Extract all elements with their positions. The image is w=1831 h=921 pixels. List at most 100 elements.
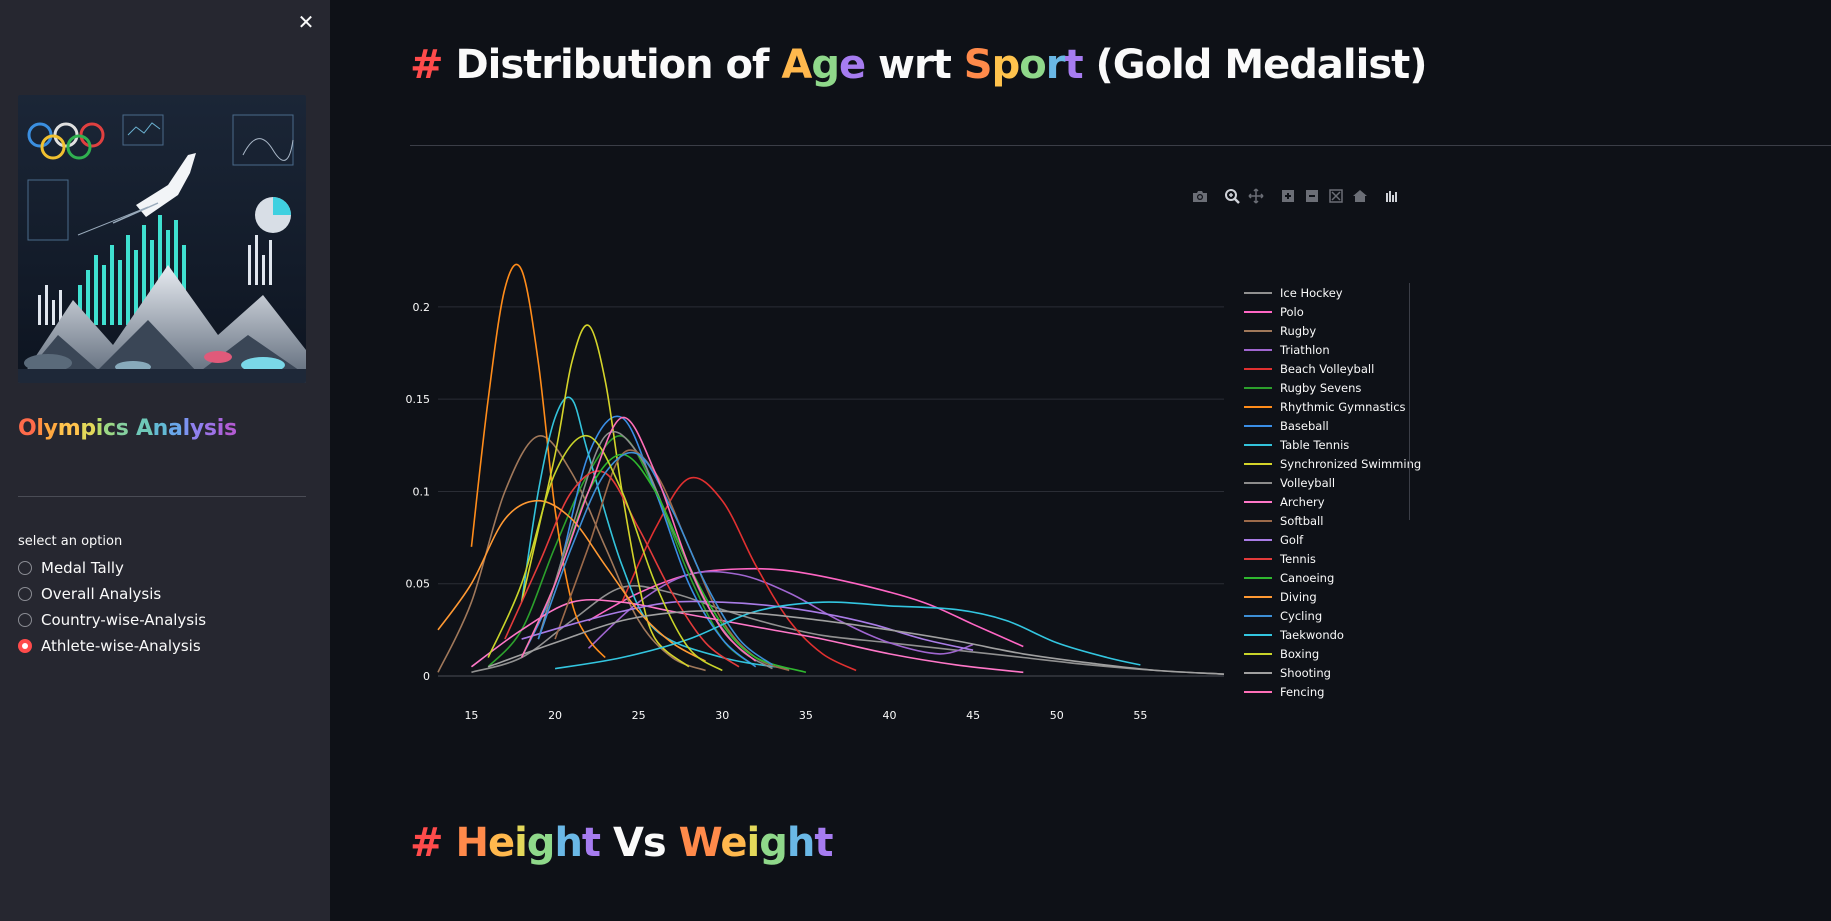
series-line-beach-volleyball[interactable] [621, 476, 857, 672]
legend-item[interactable]: Tennis [1244, 549, 1316, 568]
legend-swatch [1244, 481, 1272, 484]
sidebar-title-part: s [223, 416, 237, 441]
radio-button[interactable] [18, 613, 32, 627]
legend-item[interactable]: Volleyball [1244, 473, 1335, 492]
close-sidebar-icon[interactable]: ✕ [297, 10, 315, 34]
legend-item[interactable]: Fencing [1244, 682, 1324, 701]
x-tick-label: 40 [883, 709, 897, 722]
legend-item[interactable]: Canoeing [1244, 568, 1334, 587]
series-line-triathlon[interactable] [587, 570, 974, 655]
series-line-softball[interactable] [554, 449, 790, 672]
legend-swatch [1244, 424, 1272, 427]
legend-item[interactable]: Triathlon [1244, 340, 1330, 359]
radio-button[interactable] [18, 587, 32, 601]
legend-item[interactable]: Archery [1244, 492, 1325, 511]
series-line-ice-hockey[interactable] [471, 585, 1225, 675]
series-line-fencing[interactable] [520, 416, 757, 662]
radio-option[interactable]: Country-wise-Analysis [18, 609, 206, 631]
legend-item[interactable]: Cycling [1244, 606, 1322, 625]
sidebar: ✕ [0, 0, 330, 921]
legend-scrollbar[interactable] [1409, 283, 1410, 520]
x-tick-label: 15 [464, 709, 478, 722]
series-line-synchronized-swimming[interactable] [520, 324, 690, 668]
sidebar-title-part [129, 416, 136, 441]
legend-item[interactable]: Beach Volleyball [1244, 359, 1374, 378]
section-title-part: i [746, 820, 761, 866]
series-line-taekwondo[interactable] [554, 601, 1141, 670]
section-title-part: e [720, 820, 747, 866]
radio-option[interactable]: Athlete-wise-Analysis [18, 635, 201, 657]
radio-option-label: Country-wise-Analysis [41, 611, 207, 629]
series-line-volleyball[interactable] [537, 430, 773, 670]
legend-item[interactable]: Softball [1244, 511, 1323, 530]
page-title-part: wrt [865, 42, 964, 88]
legend-label: Rhythmic Gymnastics [1280, 399, 1406, 414]
y-tick-label: 0.05 [406, 578, 431, 591]
legend-item[interactable]: Baseball [1244, 416, 1329, 435]
sidebar-title-part: c [103, 416, 116, 441]
legend-label: Beach Volleyball [1280, 361, 1375, 376]
legend-swatch [1244, 614, 1272, 617]
legend-item[interactable]: Diving [1244, 587, 1317, 606]
zoom-out-icon[interactable] [1302, 186, 1322, 206]
olympics-hero-image [18, 95, 306, 383]
series-line-archery[interactable] [470, 598, 1024, 674]
camera-icon[interactable] [1190, 186, 1210, 206]
legend-swatch [1244, 405, 1272, 408]
radio-option[interactable]: Overall Analysis [18, 583, 161, 605]
series-line-shooting[interactable] [487, 610, 1225, 675]
legend-item[interactable]: Rhythmic Gymnastics [1244, 397, 1406, 416]
section-title-part: i [514, 820, 528, 866]
series-line-tennis[interactable] [504, 470, 740, 668]
plotly-logo-icon[interactable] [1382, 186, 1402, 206]
pan-icon[interactable] [1246, 186, 1266, 206]
legend-item[interactable]: Synchronized Swimming [1244, 454, 1421, 473]
radio-button[interactable] [18, 561, 32, 575]
series-line-diving[interactable] [437, 499, 706, 662]
section-title-part: h [786, 820, 816, 866]
legend-item[interactable]: Table Tennis [1244, 435, 1349, 454]
legend-item[interactable]: Boxing [1244, 644, 1319, 663]
legend-label: Canoeing [1280, 570, 1335, 585]
legend-label: Ice Hockey [1280, 285, 1343, 300]
x-tick-label: 25 [632, 709, 646, 722]
legend-item[interactable]: Golf [1244, 530, 1303, 549]
series-line-boxing[interactable] [487, 434, 723, 672]
sidebar-title-part: i [216, 416, 225, 441]
legend-swatch [1244, 500, 1272, 503]
legend-label: Baseball [1280, 418, 1329, 433]
zoom-in-icon[interactable] [1278, 186, 1298, 206]
legend-item[interactable]: Rugby [1244, 321, 1316, 340]
autoscale-icon[interactable] [1326, 186, 1346, 206]
series-line-rugby-sevens[interactable] [487, 435, 757, 668]
zoom-icon[interactable] [1222, 186, 1242, 206]
legend-swatch [1244, 367, 1272, 370]
legend-swatch [1244, 633, 1272, 636]
series-line-rugby[interactable] [437, 435, 706, 673]
legend-item[interactable]: Taekwondo [1244, 625, 1344, 644]
radio-option[interactable]: Medal Tally [18, 557, 124, 579]
legend-item[interactable]: Ice Hockey [1244, 283, 1343, 302]
legend-label: Polo [1280, 304, 1304, 319]
legend-swatch [1244, 557, 1272, 560]
legend-label: Rugby [1280, 323, 1317, 338]
radio-option-label: Athlete-wise-Analysis [41, 637, 201, 655]
heading-hash: # [410, 820, 456, 866]
series-line-rhythmic-gymnastics[interactable] [470, 263, 606, 659]
series-line-table-tennis[interactable] [520, 396, 790, 670]
series-line-cycling[interactable] [537, 451, 773, 666]
radio-button[interactable] [18, 639, 32, 653]
age-distribution-chart[interactable]: 0 0.05 0.1 0.15 0.2 15 20 25 30 35 40 45 50 55 [400, 250, 1230, 730]
legend-label: Shooting [1280, 665, 1331, 680]
legend-swatch [1244, 595, 1272, 598]
legend-swatch [1244, 291, 1272, 294]
heading-hash: # [410, 42, 456, 88]
legend-item[interactable]: Shooting [1244, 663, 1331, 682]
legend-item[interactable]: Polo [1244, 302, 1304, 321]
page-title-part: A [781, 42, 812, 88]
legend-item[interactable]: Rugby Sevens [1244, 378, 1361, 397]
y-tick-label: 0 [423, 670, 430, 683]
legend-swatch [1244, 519, 1272, 522]
page-title-part: (Gold Medalist) [1082, 42, 1428, 88]
reset-axes-icon[interactable] [1350, 186, 1370, 206]
